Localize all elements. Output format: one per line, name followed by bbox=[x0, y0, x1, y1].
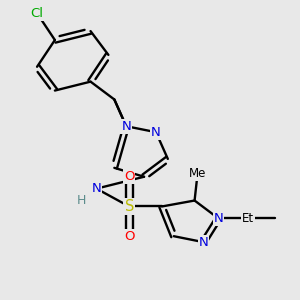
Text: O: O bbox=[124, 170, 134, 183]
Text: N: N bbox=[199, 236, 208, 249]
Text: O: O bbox=[124, 230, 134, 243]
Text: S: S bbox=[124, 199, 134, 214]
Text: N: N bbox=[151, 126, 161, 139]
Text: Cl: Cl bbox=[31, 7, 44, 20]
Text: N: N bbox=[121, 120, 131, 133]
Text: Me: Me bbox=[189, 167, 206, 180]
Text: Et: Et bbox=[242, 212, 254, 225]
Text: N: N bbox=[92, 182, 101, 195]
Text: H: H bbox=[77, 194, 86, 207]
Text: N: N bbox=[214, 212, 223, 225]
